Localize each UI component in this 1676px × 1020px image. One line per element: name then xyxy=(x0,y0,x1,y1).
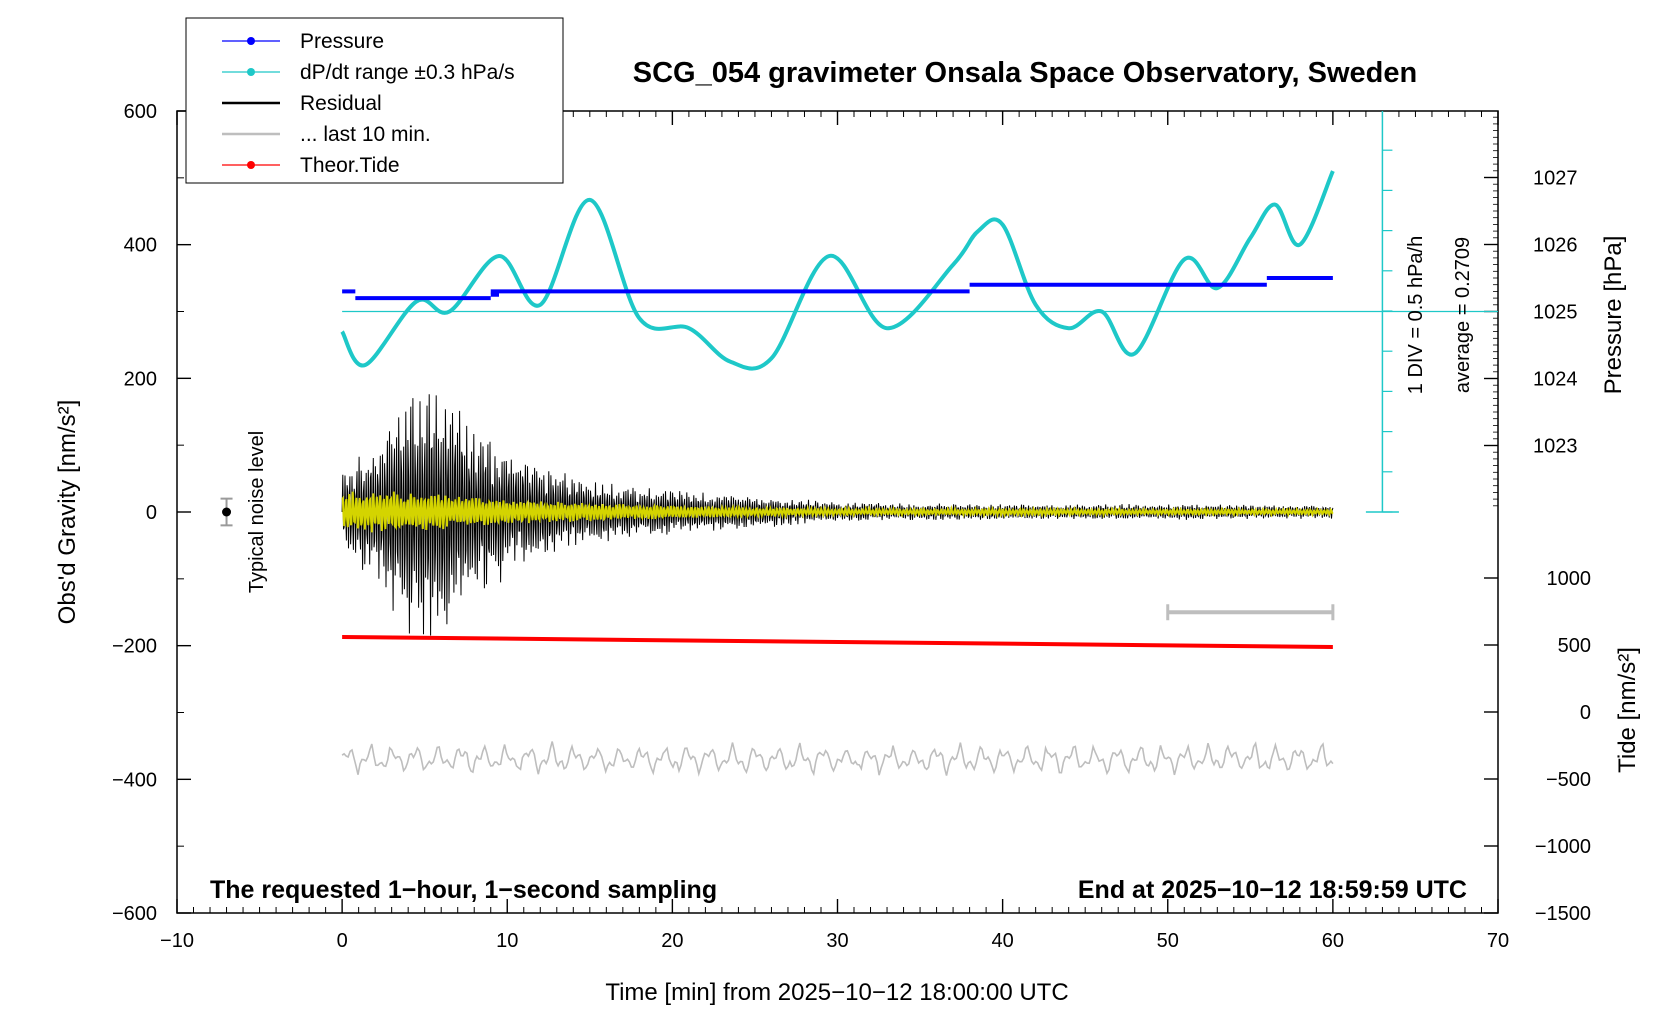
x-tick-label: 50 xyxy=(1157,930,1179,952)
chart-title: SCG_054 gravimeter Onsala Space Observat… xyxy=(633,57,1417,89)
x-tick-label: 60 xyxy=(1322,930,1344,952)
y-tick-label: −600 xyxy=(112,903,157,925)
x-tick-label: 0 xyxy=(337,930,348,952)
y-axis-title-left: Obs'd Gravity [nm/s²] xyxy=(54,400,81,625)
legend-label: ... last 10 min. xyxy=(300,123,431,146)
x-tick-label: 40 xyxy=(992,930,1014,952)
x-tick-label: 70 xyxy=(1487,930,1509,952)
pressure-tick-label: 1026 xyxy=(1533,235,1578,257)
tide-tick-label: 0 xyxy=(1580,702,1591,724)
pressure-tick-label: 1025 xyxy=(1533,302,1578,324)
tide-tick-label: 1000 xyxy=(1547,568,1592,590)
note-sampling: The requested 1−hour, 1−second sampling xyxy=(210,876,717,904)
tide-tick-label: −1000 xyxy=(1535,836,1591,858)
legend-marker xyxy=(247,161,255,169)
tide-tick-label: 500 xyxy=(1558,635,1591,657)
average-label: average = 0.2709 xyxy=(1452,237,1474,393)
x-tick-label: −10 xyxy=(160,930,194,952)
noise-level-label: Typical noise level xyxy=(246,431,268,593)
pressure-tick-label: 1023 xyxy=(1533,436,1578,458)
x-tick-label: 10 xyxy=(496,930,518,952)
y-tick-label: 400 xyxy=(124,235,157,257)
legend-marker xyxy=(247,37,255,45)
legend-label: Pressure xyxy=(300,30,384,53)
y-tick-label: 600 xyxy=(124,101,157,123)
pressure-tick-label: 1027 xyxy=(1533,168,1578,190)
y-axis-title-pressure: Pressure [hPa] xyxy=(1600,236,1627,395)
tide-tick-label: −500 xyxy=(1546,769,1591,791)
x-tick-label: 20 xyxy=(661,930,683,952)
tide-line xyxy=(342,634,1333,650)
series-layer xyxy=(220,111,1498,777)
div-label: 1 DIV = 0.5 hPa/h xyxy=(1405,236,1427,394)
noise-point xyxy=(222,507,232,517)
axis-ticks: −10 0 10 20 30 40 50 60 70 −600 −400 −200 0 200 400 600… xyxy=(112,101,1591,952)
y-axis-title-tide: Tide [nm/s²] xyxy=(1614,647,1641,773)
filtered-residual-line xyxy=(341,491,1334,533)
last-10min-line xyxy=(341,741,1334,777)
note-end-time: End at 2025−10−12 18:59:59 UTC xyxy=(1078,876,1467,904)
y-tick-label: 0 xyxy=(146,502,157,524)
dpdt-line xyxy=(340,170,1335,371)
tide-tick-label: −1500 xyxy=(1535,903,1591,925)
x-axis-title: Time [min] from 2025−10−12 18:00:00 UTC xyxy=(605,979,1068,1006)
y-tick-label: −200 xyxy=(112,636,157,658)
legend-label: Residual xyxy=(300,92,382,115)
legend-marker xyxy=(247,68,255,76)
y-tick-label: −400 xyxy=(112,769,157,791)
legend-box xyxy=(185,17,564,184)
legend: Pressure dP/dt range ±0.3 hPa/s Residual..… xyxy=(185,17,564,184)
pressure-tick-label: 1024 xyxy=(1533,369,1578,391)
legend-label: dP/dt range ±0.3 hPa/s xyxy=(300,61,515,84)
legend-label: Theor.Tide xyxy=(300,154,400,177)
x-tick-label: 30 xyxy=(826,930,848,952)
y-tick-label: 200 xyxy=(124,368,157,390)
